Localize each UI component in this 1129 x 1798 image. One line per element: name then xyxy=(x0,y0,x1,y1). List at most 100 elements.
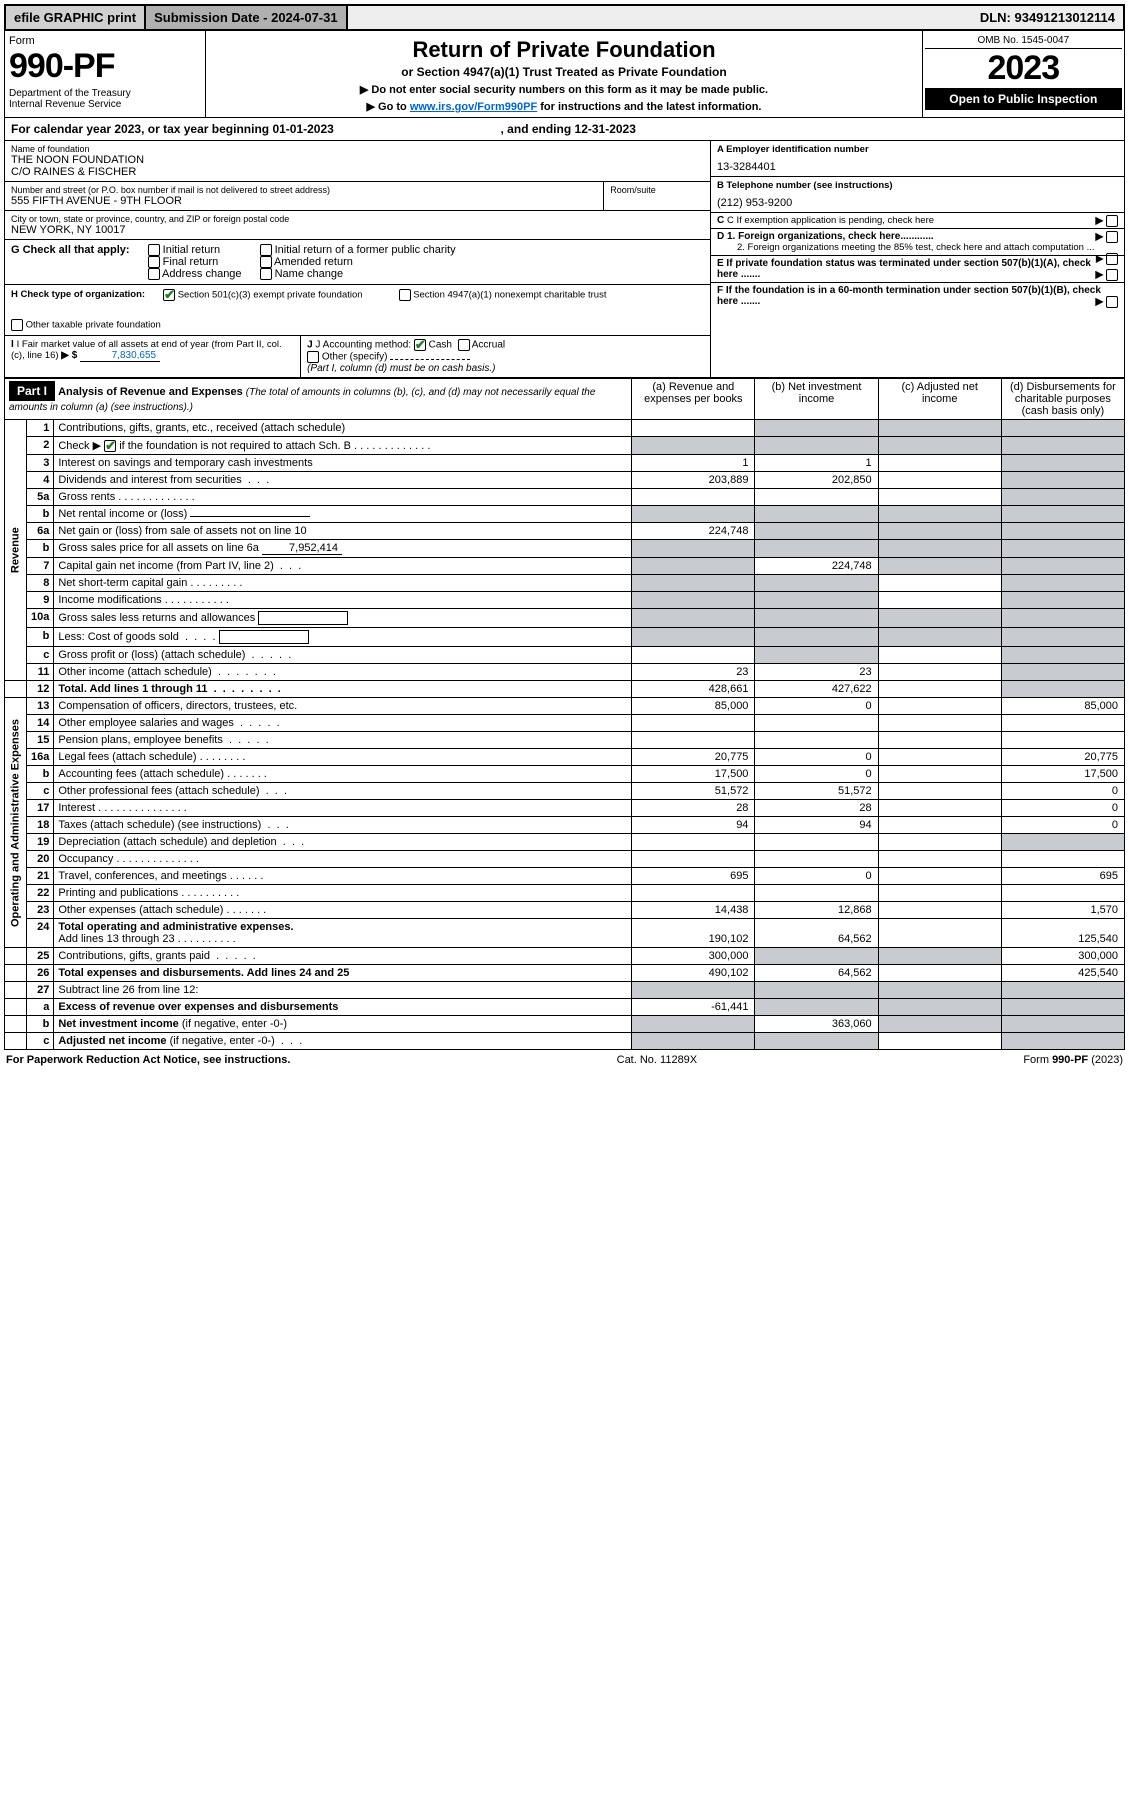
f-checkbox[interactable] xyxy=(1106,296,1118,308)
form-label: Form xyxy=(9,35,201,47)
row-12: 12 Total. Add lines 1 through 11 . . . .… xyxy=(5,681,1125,698)
r3-desc: Interest on savings and temporary cash i… xyxy=(54,455,632,472)
row-18: 18 Taxes (attach schedule) (see instruct… xyxy=(5,817,1125,834)
r6a-num: 6a xyxy=(27,523,54,540)
r27b-b: 363,060 xyxy=(755,1016,878,1033)
r27b-num: b xyxy=(27,1016,54,1033)
h3-label: Other taxable private foundation xyxy=(26,320,161,331)
entity-info: Name of foundation THE NOON FOUNDATION C… xyxy=(4,141,1125,378)
address-change-checkbox[interactable] xyxy=(148,268,160,280)
4947-checkbox[interactable] xyxy=(399,289,411,301)
row-22: 22 Printing and publications . . . . . .… xyxy=(5,885,1125,902)
r27c-num: c xyxy=(27,1033,54,1050)
r16b-a: 17,500 xyxy=(632,766,755,783)
r16c-desc: Other professional fees (attach schedule… xyxy=(54,783,632,800)
instructions-link[interactable]: www.irs.gov/Form990PF xyxy=(410,101,537,113)
row-17: 17 Interest . . . . . . . . . . . . . . … xyxy=(5,800,1125,817)
schb-checkbox[interactable] xyxy=(104,440,116,452)
e-cell: E If private foundation status was termi… xyxy=(711,256,1124,283)
street-address: 555 FIFTH AVENUE - 9TH FLOOR xyxy=(11,195,597,207)
part1-title: Analysis of Revenue and Expenses xyxy=(58,386,243,398)
row-14: 14 Other employee salaries and wages . .… xyxy=(5,715,1125,732)
form-subtitle: or Section 4947(a)(1) Trust Treated as P… xyxy=(210,65,917,79)
r16b-num: b xyxy=(27,766,54,783)
h-check-row: H Check type of organization: Section 50… xyxy=(5,285,710,336)
other-method-checkbox[interactable] xyxy=(307,351,319,363)
row-6a: 6a Net gain or (loss) from sale of asset… xyxy=(5,523,1125,540)
r3-a: 1 xyxy=(632,455,755,472)
calendar-year-row: For calendar year 2023, or tax year begi… xyxy=(4,118,1125,141)
ein-value: 13-3284401 xyxy=(717,161,1118,173)
e-checkbox[interactable] xyxy=(1106,269,1118,281)
r14-desc: Other employee salaries and wages . . . … xyxy=(54,715,632,732)
r4-b: 202,850 xyxy=(755,472,878,489)
r21-a: 695 xyxy=(632,868,755,885)
form-number: 990-PF xyxy=(9,47,201,86)
c-checkbox[interactable] xyxy=(1106,215,1118,227)
d1-label: D 1. Foreign organizations, check here..… xyxy=(717,231,934,242)
501c3-checkbox[interactable] xyxy=(163,289,175,301)
fmv-value: 7,830,655 xyxy=(80,350,160,362)
r19-num: 19 xyxy=(27,834,54,851)
r16c-num: c xyxy=(27,783,54,800)
r24-desc: Total operating and administrative expen… xyxy=(54,919,632,948)
r16c-b: 51,572 xyxy=(755,783,878,800)
accrual-checkbox[interactable] xyxy=(458,339,470,351)
r10b-desc: Less: Cost of goods sold . . . . xyxy=(54,628,632,647)
b-label: B Telephone number (see instructions) xyxy=(717,180,1118,191)
g4-label: Amended return xyxy=(274,256,353,268)
f-cell: F If the foundation is in a 60-month ter… xyxy=(711,283,1124,309)
foundation-name-2: C/O RAINES & FISCHER xyxy=(11,166,704,178)
r5a-desc: Gross rents . . . . . . . . . . . . . xyxy=(54,489,632,506)
initial-return-checkbox[interactable] xyxy=(148,244,160,256)
row-10a: 10a Gross sales less returns and allowan… xyxy=(5,609,1125,628)
g6-label: Name change xyxy=(275,268,344,280)
r13-d: 85,000 xyxy=(1001,698,1124,715)
form-id-block: Form 990-PF Department of the Treasury I… xyxy=(5,31,206,117)
col-a-hdr: (a) Revenue and expenses per books xyxy=(632,379,755,420)
amended-return-checkbox[interactable] xyxy=(260,256,272,268)
other-taxable-checkbox[interactable] xyxy=(11,319,23,331)
r16b-b: 0 xyxy=(755,766,878,783)
d1-checkbox[interactable] xyxy=(1106,231,1118,243)
r4-desc: Dividends and interest from securities .… xyxy=(54,472,632,489)
instr-post: for instructions and the latest informat… xyxy=(537,101,761,113)
r17-a: 28 xyxy=(632,800,755,817)
r15-num: 15 xyxy=(27,732,54,749)
r13-a: 85,000 xyxy=(632,698,755,715)
row-27: 27 Subtract line 26 from line 12: xyxy=(5,982,1125,999)
r26-desc: Total expenses and disbursements. Add li… xyxy=(54,965,632,982)
address-row: Number and street (or P.O. box number if… xyxy=(5,182,710,211)
top-bar: efile GRAPHIC print Submission Date - 20… xyxy=(4,4,1125,31)
r11-desc: Other income (attach schedule) . . . . .… xyxy=(54,664,632,681)
form-title: Return of Private Foundation xyxy=(210,37,917,63)
row-9: 9 Income modifications . . . . . . . . .… xyxy=(5,592,1125,609)
r12-num: 12 xyxy=(27,681,54,698)
d2-checkbox[interactable] xyxy=(1106,253,1118,265)
initial-former-checkbox[interactable] xyxy=(260,244,272,256)
ein-cell: A Employer identification number 13-3284… xyxy=(711,141,1124,177)
tax-year: 2023 xyxy=(925,49,1122,88)
cash-checkbox[interactable] xyxy=(414,339,426,351)
r11-num: 11 xyxy=(27,664,54,681)
instr-warning: ▶ Do not enter social security numbers o… xyxy=(210,83,917,96)
r12-a: 428,661 xyxy=(632,681,755,698)
r14-num: 14 xyxy=(27,715,54,732)
name-change-checkbox[interactable] xyxy=(260,268,272,280)
row-2: 2 Check ▶ if the foundation is not requi… xyxy=(5,437,1125,455)
c-cell: C C If exemption application is pending,… xyxy=(711,213,1124,229)
submission-date: Submission Date - 2024-07-31 xyxy=(146,6,348,29)
r27a-desc: Excess of revenue over expenses and disb… xyxy=(54,999,632,1016)
form-title-block: Return of Private Foundation or Section … xyxy=(206,31,922,117)
part1-header-row: Part I Analysis of Revenue and Expenses … xyxy=(5,379,1125,420)
row-5b: b Net rental income or (loss) xyxy=(5,506,1125,523)
row-16a: 16a Legal fees (attach schedule) . . . .… xyxy=(5,749,1125,766)
final-return-checkbox[interactable] xyxy=(148,256,160,268)
row-27c: c Adjusted net income (if negative, ente… xyxy=(5,1033,1125,1050)
row-15: 15 Pension plans, employee benefits . . … xyxy=(5,732,1125,749)
r9-desc: Income modifications . . . . . . . . . .… xyxy=(54,592,632,609)
efile-print-button[interactable]: efile GRAPHIC print xyxy=(6,6,146,29)
r13-b: 0 xyxy=(755,698,878,715)
r16c-d: 0 xyxy=(1001,783,1124,800)
addr-label: Number and street (or P.O. box number if… xyxy=(11,185,597,195)
